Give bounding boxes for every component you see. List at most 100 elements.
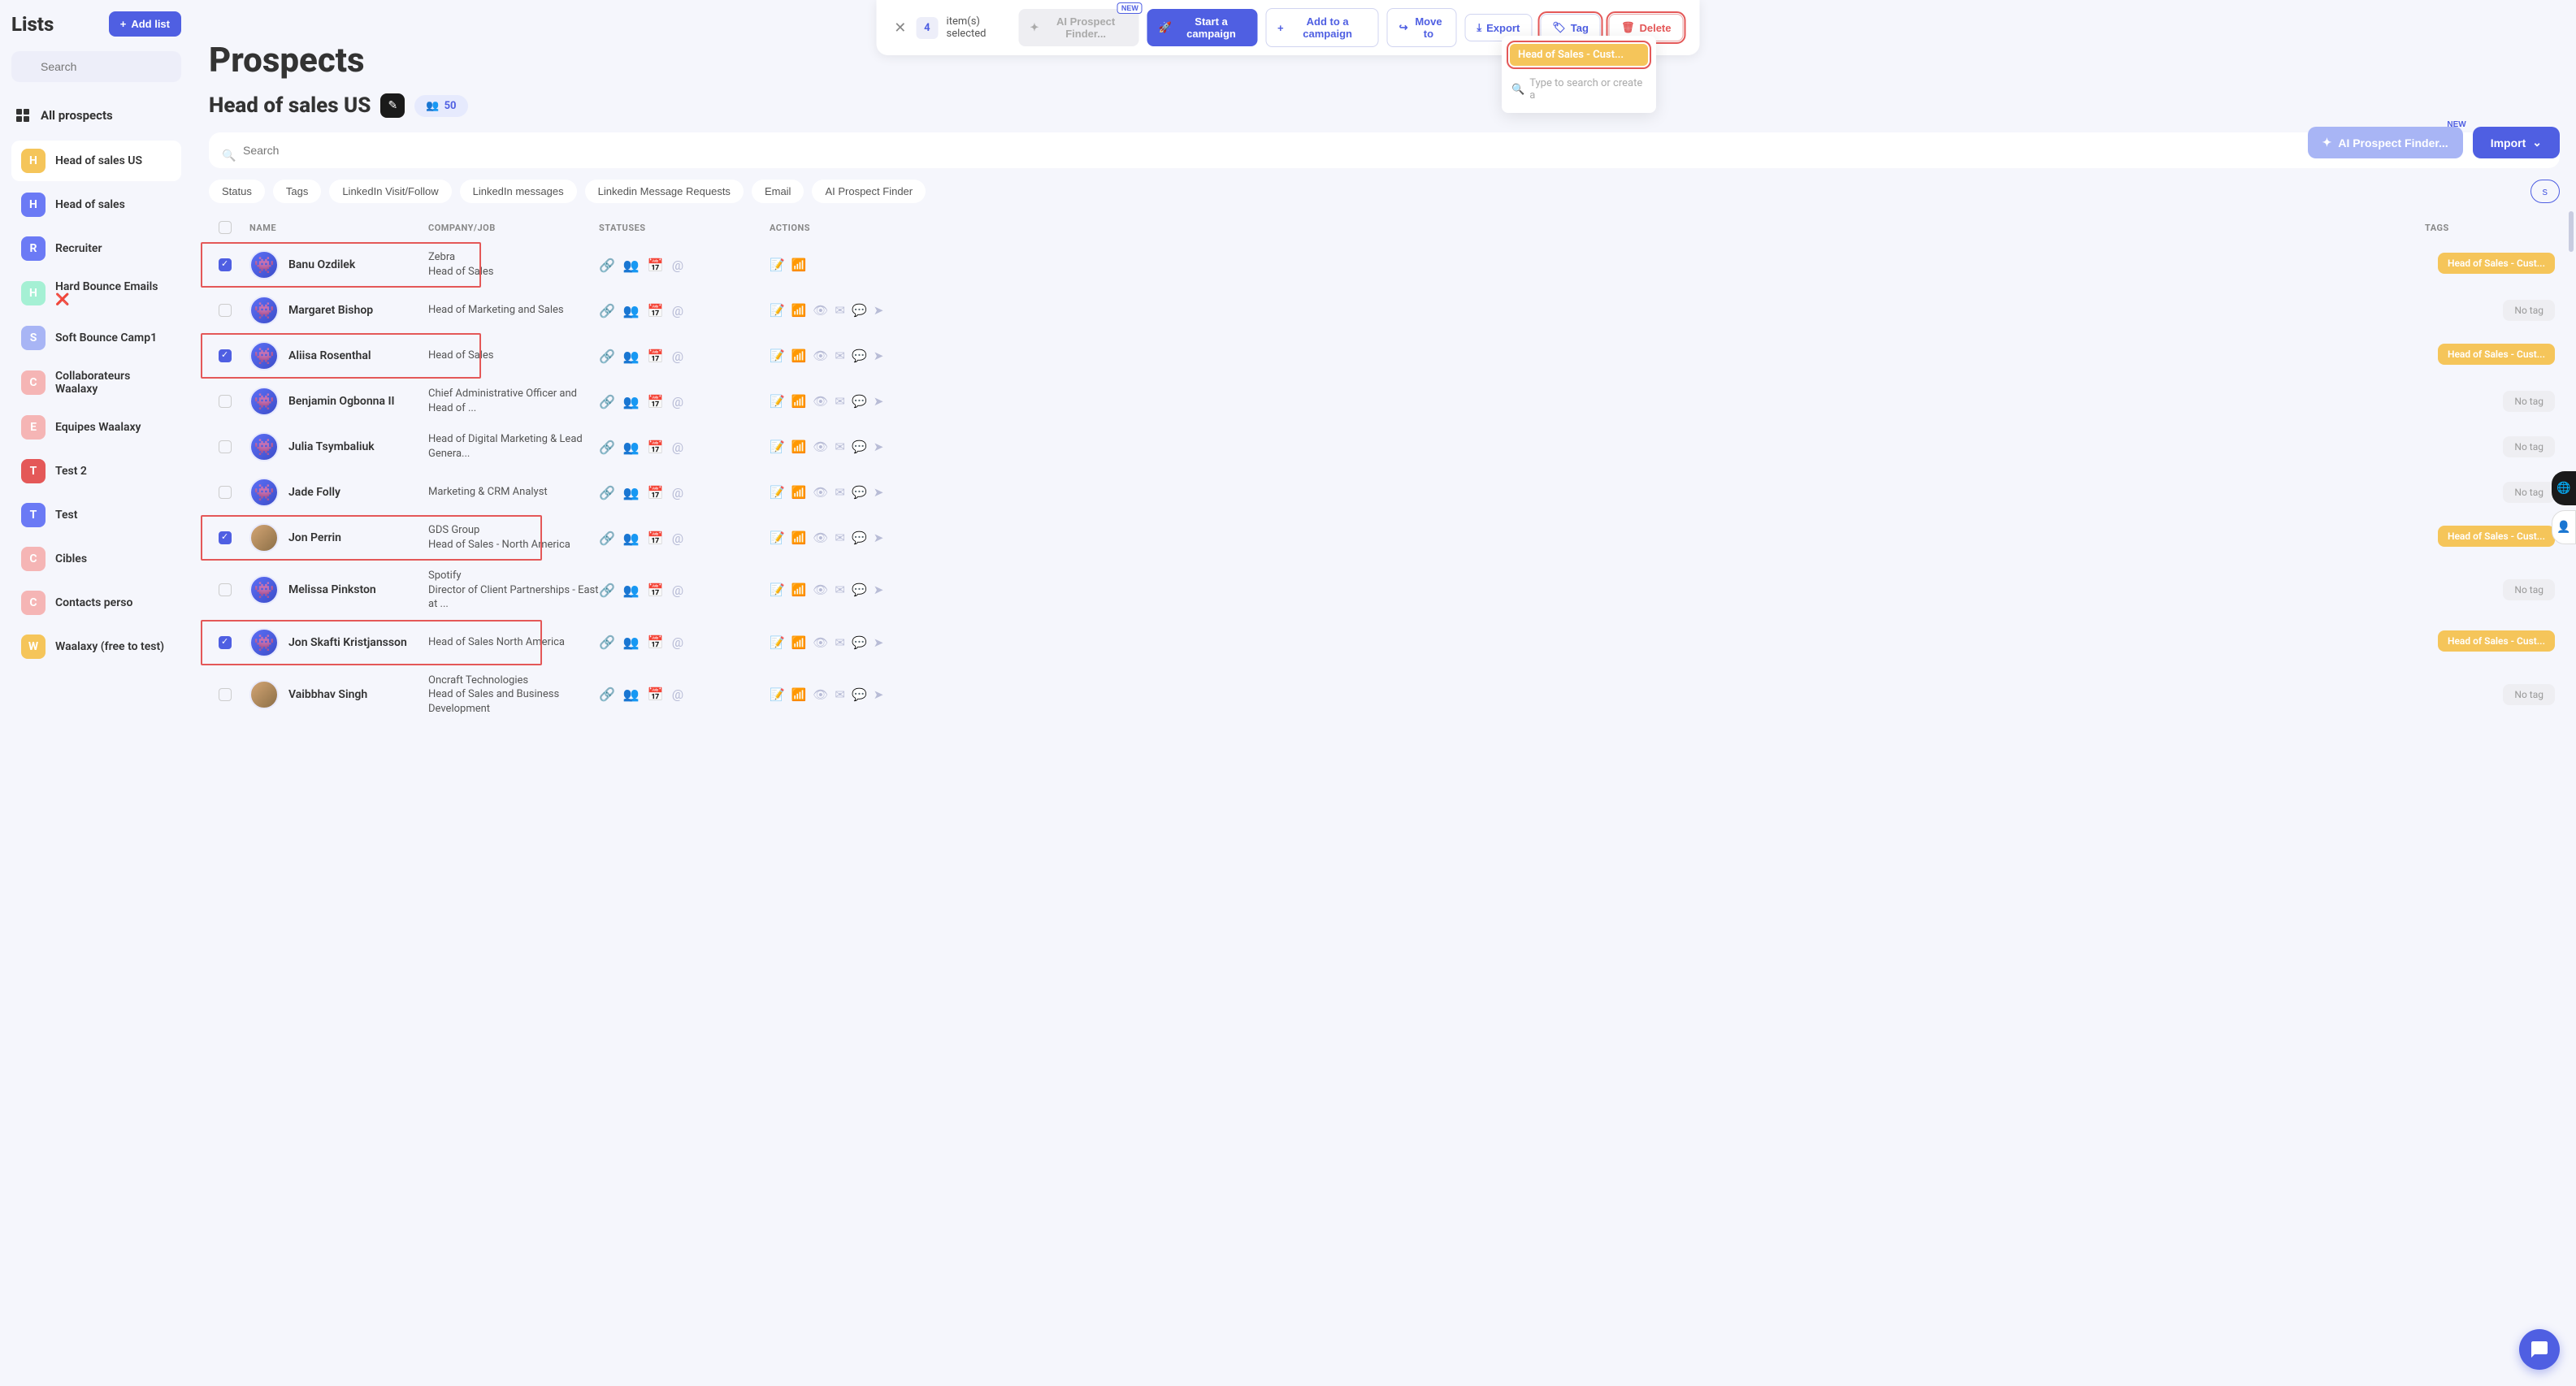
rss-icon[interactable]: 📶 (791, 583, 807, 597)
table-row[interactable]: 👾 Banu Ozdilek ZebraHead of Sales 🔗 👥 📅 … (209, 242, 2560, 288)
at-icon[interactable]: @ (672, 531, 683, 546)
mail-icon[interactable]: ✉ (835, 303, 845, 318)
chat-icon[interactable]: 💬 (852, 485, 867, 500)
row-checkbox[interactable] (219, 395, 232, 408)
mail-icon[interactable]: ✉ (835, 583, 845, 597)
tag-pill[interactable]: Head of Sales - Cust... (2438, 344, 2555, 365)
rss-icon[interactable]: 📶 (791, 394, 807, 409)
at-icon[interactable]: @ (672, 258, 683, 273)
sidebar-list-item[interactable]: SSoft Bounce Camp1 (11, 318, 181, 358)
tag-option[interactable]: Head of Sales - Cust... (1510, 44, 1648, 66)
people-icon[interactable]: 👥 (623, 349, 640, 364)
chat-icon[interactable]: 💬 (852, 583, 867, 597)
row-checkbox[interactable] (219, 258, 232, 271)
mail-icon[interactable]: ✉ (835, 531, 845, 545)
rss-icon[interactable]: 📶 (791, 349, 807, 363)
link-icon[interactable]: 🔗 (599, 303, 615, 318)
filter-linkedin-visit[interactable]: LinkedIn Visit/Follow (329, 180, 451, 203)
chat-icon[interactable]: 💬 (852, 687, 867, 702)
add-list-button[interactable]: + Add list (109, 11, 181, 37)
eye-icon[interactable]: 👁 (813, 583, 828, 597)
calendar-icon[interactable]: 📅 (648, 531, 664, 546)
at-icon[interactable]: @ (672, 583, 683, 598)
rss-icon[interactable]: 📶 (791, 258, 807, 272)
at-icon[interactable]: @ (672, 485, 683, 500)
import-button[interactable]: Import ⌄ (2473, 127, 2560, 158)
link-icon[interactable]: 🔗 (599, 687, 615, 702)
eye-icon[interactable]: 👁 (813, 531, 828, 545)
rss-icon[interactable]: 📶 (791, 485, 807, 500)
note-icon[interactable]: 📝 (770, 303, 785, 318)
row-checkbox[interactable] (219, 636, 232, 649)
row-checkbox[interactable] (219, 349, 232, 362)
link-icon[interactable]: 🔗 (599, 531, 615, 546)
eye-icon[interactable]: 👁 (813, 485, 828, 500)
chat-icon[interactable]: 💬 (852, 349, 867, 363)
people-icon[interactable]: 👥 (623, 531, 640, 546)
note-icon[interactable]: 📝 (770, 635, 785, 650)
no-tag-pill[interactable]: No tag (2503, 684, 2555, 705)
chat-icon[interactable]: 💬 (852, 635, 867, 650)
calendar-icon[interactable]: 📅 (648, 440, 664, 455)
no-tag-pill[interactable]: No tag (2503, 436, 2555, 457)
prospects-search-input[interactable] (209, 132, 2560, 168)
at-icon[interactable]: @ (672, 440, 683, 455)
sidebar-list-item[interactable]: CCibles (11, 539, 181, 579)
link-icon[interactable]: 🔗 (599, 258, 615, 273)
filter-tags[interactable]: Tags (273, 180, 321, 203)
calendar-icon[interactable]: 📅 (648, 303, 664, 318)
people-icon[interactable]: 👥 (623, 394, 640, 409)
send-icon[interactable]: ➤ (874, 635, 884, 650)
note-icon[interactable]: 📝 (770, 440, 785, 454)
tag-pill[interactable]: Head of Sales - Cust... (2438, 253, 2555, 274)
people-icon[interactable]: 👥 (623, 583, 640, 598)
float-help-button[interactable]: 👤 (2552, 510, 2576, 544)
close-selection-button[interactable]: ✕ (893, 19, 909, 37)
eye-icon[interactable]: 👁 (813, 303, 828, 318)
row-checkbox[interactable] (219, 304, 232, 317)
sidebar-list-item[interactable]: TTest (11, 495, 181, 535)
note-icon[interactable]: 📝 (770, 583, 785, 597)
people-icon[interactable]: 👥 (623, 440, 640, 455)
calendar-icon[interactable]: 📅 (648, 635, 664, 650)
filter-linkedin-messages[interactable]: LinkedIn messages (460, 180, 577, 203)
prospect-count-pill[interactable]: 👥 50 (414, 95, 467, 117)
people-icon[interactable]: 👥 (623, 485, 640, 500)
eye-icon[interactable]: 👁 (813, 440, 828, 454)
mail-icon[interactable]: ✉ (835, 440, 845, 454)
send-icon[interactable]: ➤ (874, 440, 884, 454)
calendar-icon[interactable]: 📅 (648, 687, 664, 702)
tag-search-row[interactable]: 🔍 Type to search or create a (1510, 74, 1648, 105)
calendar-icon[interactable]: 📅 (648, 485, 664, 500)
link-icon[interactable]: 🔗 (599, 583, 615, 598)
rss-icon[interactable]: 📶 (791, 303, 807, 318)
tag-pill[interactable]: Head of Sales - Cust... (2438, 526, 2555, 547)
rss-icon[interactable]: 📶 (791, 531, 807, 545)
all-prospects-link[interactable]: All prospects (11, 98, 181, 132)
chat-icon[interactable]: 💬 (852, 440, 867, 454)
send-icon[interactable]: ➤ (874, 485, 884, 500)
no-tag-pill[interactable]: No tag (2503, 579, 2555, 600)
add-to-campaign-button[interactable]: + Add to a campaign (1265, 8, 1379, 47)
sidebar-list-item[interactable]: HHead of sales (11, 184, 181, 225)
row-checkbox[interactable] (219, 688, 232, 701)
sidebar-list-item[interactable]: HHead of sales US (11, 141, 181, 181)
send-icon[interactable]: ➤ (874, 531, 884, 545)
calendar-icon[interactable]: 📅 (648, 583, 664, 598)
at-icon[interactable]: @ (672, 687, 683, 702)
move-to-button[interactable]: ↪ Move to (1387, 8, 1457, 47)
send-icon[interactable]: ➤ (874, 687, 884, 702)
table-row[interactable]: 👾 Jade Folly Marketing & CRM Analyst 🔗 👥… (209, 470, 2560, 515)
calendar-icon[interactable]: 📅 (648, 349, 664, 364)
note-icon[interactable]: 📝 (770, 349, 785, 363)
row-checkbox[interactable] (219, 583, 232, 596)
send-icon[interactable]: ➤ (874, 394, 884, 409)
row-checkbox[interactable] (219, 440, 232, 453)
row-checkbox[interactable] (219, 486, 232, 499)
sidebar-list-item[interactable]: CContacts perso (11, 583, 181, 623)
sidebar-list-item[interactable]: RRecruiter (11, 228, 181, 269)
table-row[interactable]: 👾 Aliisa Rosenthal Head of Sales 🔗 👥 📅 @… (209, 333, 2560, 379)
sidebar-list-item[interactable]: TTest 2 (11, 451, 181, 492)
mail-icon[interactable]: ✉ (835, 394, 845, 409)
link-icon[interactable]: 🔗 (599, 440, 615, 455)
